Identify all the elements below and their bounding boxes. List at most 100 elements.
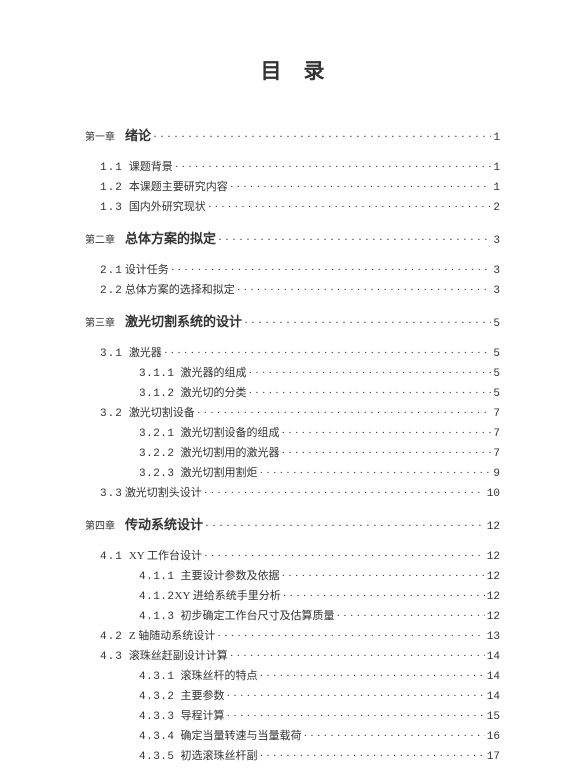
section-number: 3.3 bbox=[100, 488, 123, 500]
page-number: 5 bbox=[493, 318, 500, 330]
section-number: 1.2 bbox=[100, 182, 123, 194]
page-number: 5 bbox=[493, 348, 500, 360]
subsection-row: 4.3.2主要参数14 bbox=[85, 687, 500, 703]
page-number: 13 bbox=[487, 631, 500, 643]
subsection-text: XY 进给系统手里分析 bbox=[175, 587, 281, 603]
page-number: 15 bbox=[487, 711, 500, 723]
section-block: 2.1设计任务3 2.2总体方案的选择和拟定 3 bbox=[85, 261, 500, 297]
toc-page: 目录 第一章绪论11.1课题背景11.2本课题主要研究内容11.3国内外研究现状… bbox=[0, 0, 570, 763]
section-row: 4.2 Z 轴随动系统设计 13 bbox=[85, 627, 500, 643]
subsection-text: 确定当量转速与当量载荷 bbox=[181, 727, 302, 743]
dot-leader bbox=[205, 518, 485, 533]
section-block: 4.1 XY 工作台设计 12 4.1.1 主要设计参数及依据 12 4.1.2XY 进给系… bbox=[85, 547, 500, 763]
section-row: 3.1激光器5 bbox=[85, 344, 500, 360]
section-row: 4.1 XY 工作台设计 12 bbox=[85, 547, 500, 563]
dot-leader bbox=[230, 650, 485, 662]
subsection-number: 3.2.3 bbox=[139, 468, 175, 480]
page-number: 17 bbox=[487, 751, 500, 763]
subsection-row: 3.1.2激光切的分类5 bbox=[85, 384, 500, 400]
section-block: 1.1课题背景11.2本课题主要研究内容11.3国内外研究现状2 bbox=[85, 158, 500, 214]
subsection-number: 4.1.1 bbox=[139, 571, 175, 583]
dot-leader bbox=[237, 284, 492, 296]
dot-leader bbox=[208, 201, 492, 213]
section-text: 总体方案的选择和拟定 bbox=[125, 281, 235, 297]
page-number: 2 bbox=[493, 202, 500, 214]
chapter-title: 激光切割系统的设计 bbox=[125, 311, 242, 330]
dot-leader bbox=[260, 670, 485, 682]
dot-leader bbox=[244, 315, 491, 330]
dot-leader bbox=[171, 264, 492, 276]
subsection-row: 4.1.2XY 进给系统手里分析12 bbox=[85, 587, 500, 603]
page-number: 1 bbox=[493, 132, 500, 144]
subsection-number: 4.3.5 bbox=[139, 751, 175, 763]
subsection-text: 激光切割设备的组成 bbox=[181, 424, 280, 440]
section-number: 4.2 bbox=[100, 631, 123, 643]
page-number: 9 bbox=[493, 468, 500, 480]
subsection-text: 滚珠丝杆的特点 bbox=[181, 667, 258, 683]
section-number: 1.3 bbox=[100, 202, 123, 214]
chapter-row: 第四章传动系统设计12 bbox=[85, 514, 500, 533]
section-text: Z 轴随动系统设计 bbox=[129, 627, 215, 643]
subsection-row: 3.1.1激光器的组成5 bbox=[85, 364, 500, 380]
page-number: 14 bbox=[487, 671, 500, 683]
dot-leader bbox=[204, 550, 485, 562]
subsection-row: 3.2.1激光切割设备的组成7 bbox=[85, 424, 500, 440]
page-number: 1 bbox=[493, 182, 500, 194]
section-text: 激光切割设备 bbox=[129, 404, 195, 420]
page-number: 3 bbox=[493, 235, 500, 247]
section-text: 激光器 bbox=[129, 344, 162, 360]
page-number: 12 bbox=[487, 571, 500, 583]
chapter-row: 第一章绪论 1 bbox=[85, 125, 500, 144]
page-number: 7 bbox=[493, 448, 500, 460]
toc-title: 目录 bbox=[85, 55, 500, 85]
page-number: 12 bbox=[487, 551, 500, 563]
section-row: 4.3滚珠丝赶副设计计算14 bbox=[85, 647, 500, 663]
section-row: 3.3激光切割头设计10 bbox=[85, 484, 500, 500]
page-number: 3 bbox=[493, 285, 500, 297]
dot-leader bbox=[282, 570, 485, 582]
subsection-row: 4.3.4 确定当量转速与当量载荷 16 bbox=[85, 727, 500, 743]
page-number: 12 bbox=[487, 611, 500, 623]
section-number: 3.2 bbox=[100, 408, 123, 420]
subsection-number: 3.1.1 bbox=[139, 368, 175, 380]
dot-leader bbox=[260, 750, 485, 762]
section-text: 滚珠丝赶副设计计算 bbox=[129, 647, 228, 663]
dot-leader bbox=[175, 161, 492, 173]
subsection-row: 4.3.3 导程计算 15 bbox=[85, 707, 500, 723]
chapter-title: 绪论 bbox=[125, 125, 151, 144]
section-text: XY 工作台设计 bbox=[129, 547, 202, 563]
section-number: 4.1 bbox=[100, 551, 123, 563]
dot-leader bbox=[249, 367, 492, 379]
subsection-row: 4.3.5初选滚珠丝杆副17 bbox=[85, 747, 500, 763]
subsection-text: 导程计算 bbox=[181, 707, 225, 723]
dot-leader bbox=[197, 407, 492, 419]
subsection-number: 3.1.2 bbox=[139, 388, 175, 400]
section-number: 2.2 bbox=[100, 285, 123, 297]
page-number: 16 bbox=[487, 731, 500, 743]
subsection-number: 3.2.2 bbox=[139, 448, 175, 460]
section-text: 国内外研究现状 bbox=[129, 198, 206, 214]
section-row: 1.3 国内外研究现状 2 bbox=[85, 198, 500, 214]
page-number: 10 bbox=[487, 488, 500, 500]
subsection-text: 主要设计参数及依据 bbox=[181, 567, 280, 583]
chapter-label: 第一章 bbox=[85, 128, 115, 143]
dot-leader bbox=[283, 590, 485, 602]
section-row: 1.2本课题主要研究内容1 bbox=[85, 178, 500, 194]
page-number: 1 bbox=[493, 162, 500, 174]
section-row: 1.1课题背景1 bbox=[85, 158, 500, 174]
dot-leader bbox=[282, 447, 492, 459]
chapter-row: 第二章总体方案的拟定3 bbox=[85, 228, 500, 247]
subsection-number: 4.3.4 bbox=[139, 731, 175, 743]
subsection-number: 4.3.3 bbox=[139, 711, 175, 723]
chapter-label: 第二章 bbox=[85, 231, 115, 246]
section-text: 课题背景 bbox=[129, 158, 173, 174]
dot-leader bbox=[204, 487, 485, 499]
page-number: 7 bbox=[493, 428, 500, 440]
section-row: 3.2激光切割设备7 bbox=[85, 404, 500, 420]
subsection-row: 3.2.3激光切割用割炬9 bbox=[85, 464, 500, 480]
subsection-number: 4.3.1 bbox=[139, 671, 175, 683]
subsection-text: 激光器的组成 bbox=[181, 364, 247, 380]
dot-leader bbox=[227, 690, 485, 702]
section-row: 2.1设计任务3 bbox=[85, 261, 500, 277]
page-number: 3 bbox=[493, 265, 500, 277]
